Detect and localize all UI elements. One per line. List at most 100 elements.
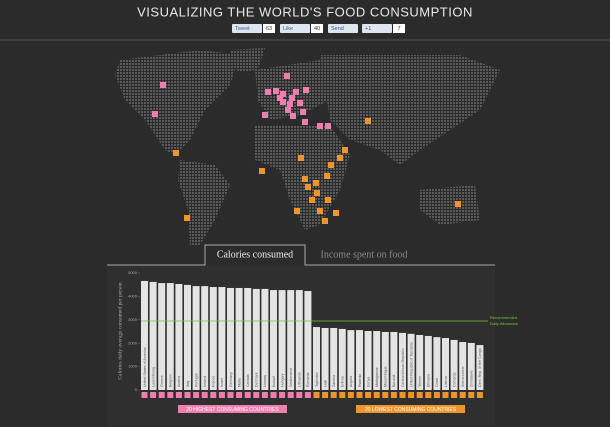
- map-marker: [328, 162, 334, 168]
- category-label: Liberia: [444, 376, 448, 387]
- rank-marker: [141, 392, 148, 398]
- share-count: 7: [397, 26, 400, 32]
- category-label: Zambia: [332, 375, 336, 387]
- rank-marker: [227, 392, 234, 398]
- rank-marker: [425, 392, 432, 398]
- rank-marker: [313, 392, 320, 398]
- rank-marker: [201, 392, 208, 398]
- category-label: Tajikistan: [315, 372, 319, 387]
- category-label: Ethiopia: [427, 374, 431, 387]
- rank-marker: [253, 392, 260, 398]
- category-label: Kuwait: [272, 376, 276, 387]
- map-marker: [259, 168, 265, 174]
- map-marker: [365, 118, 371, 124]
- rank-marker: [322, 392, 329, 398]
- bar: [313, 327, 320, 390]
- tab-active[interactable]: Calories consumed: [217, 249, 293, 260]
- category-label: Burundi: [392, 374, 396, 387]
- category-label: Italy: [186, 380, 190, 387]
- y-tick-label: 3000: [128, 317, 138, 322]
- rank-marker: [416, 392, 423, 398]
- bar: [235, 287, 243, 390]
- tabs: Calories consumed Income spent on food: [107, 244, 495, 266]
- map-marker: [317, 123, 323, 129]
- rank-marker: [193, 392, 200, 398]
- map-marker: [325, 197, 331, 203]
- category-label: Germany: [229, 372, 233, 387]
- share-button[interactable]: [280, 24, 310, 33]
- category-label: Lithuania: [298, 372, 302, 387]
- rank-marker: [408, 392, 415, 398]
- bar: [278, 290, 286, 390]
- category-label: Luxembourg: [151, 367, 155, 387]
- category-label: Comoros: [452, 372, 456, 387]
- map-marker: [324, 173, 330, 179]
- rank-marker: [244, 392, 251, 398]
- tab-border: [107, 244, 495, 266]
- y-tick-label: 2000: [128, 340, 138, 345]
- bar: [476, 345, 484, 390]
- share-button-label: Tweet: [235, 26, 250, 32]
- tab[interactable]: Income spent on food: [321, 249, 408, 260]
- share-button-label: Send: [331, 26, 344, 32]
- map-marker: [160, 82, 166, 88]
- map-marker: [273, 88, 279, 94]
- rank-marker: [373, 392, 380, 398]
- bar: [381, 331, 389, 390]
- y-axis-title: Calories daily average consumed per pers…: [117, 282, 123, 380]
- category-label: Zimbabwe: [470, 370, 474, 387]
- bar: [450, 339, 458, 390]
- reference-label: Daily Allowance: [490, 321, 519, 326]
- category-label: Kenya: [366, 377, 370, 387]
- map-marker: [322, 218, 328, 224]
- bar: [433, 337, 441, 390]
- rank-marker: [382, 392, 389, 398]
- bar: [424, 335, 432, 390]
- reference-label: Recommended: [490, 315, 517, 320]
- map-marker: [297, 100, 303, 106]
- world-map: [115, 48, 500, 245]
- map-marker: [455, 201, 461, 207]
- rank-marker: [330, 392, 337, 398]
- rank-marker: [296, 392, 303, 398]
- category-label: Mozambique: [384, 366, 388, 387]
- map-marker: [305, 184, 311, 190]
- map-marker: [325, 123, 331, 129]
- rank-marker: [236, 392, 243, 398]
- share-button-label: Like: [283, 26, 293, 32]
- bar: [218, 287, 226, 390]
- y-tick-label: 0: [135, 387, 138, 392]
- bar: [261, 288, 269, 390]
- category-label: Sierra Leone: [461, 366, 465, 387]
- category-label: Rwanda: [358, 374, 362, 387]
- map-marker: [302, 119, 308, 125]
- rank-marker: [399, 392, 406, 398]
- bar: [201, 286, 209, 390]
- category-label: Canada: [246, 374, 250, 387]
- rank-marker: [339, 392, 346, 398]
- share-button[interactable]: [232, 24, 262, 33]
- map-marker: [309, 197, 315, 203]
- rank-marker: [261, 392, 268, 398]
- legend-label: 20 LOWEST CONSUMING COUNTRIES: [365, 407, 457, 413]
- map-marker: [298, 155, 304, 161]
- map-marker: [262, 112, 268, 118]
- share-button[interactable]: [362, 24, 392, 33]
- share-count-box: [393, 24, 405, 33]
- category-label: Chad: [435, 378, 439, 387]
- category-label: Romania: [306, 373, 310, 387]
- legend-swatch: [178, 405, 287, 413]
- map-marker: [302, 176, 308, 182]
- share-button[interactable]: [328, 24, 358, 33]
- category-label: Malta: [237, 378, 241, 387]
- category-label: Denmark: [255, 372, 259, 387]
- category-label: Portugal: [194, 373, 198, 387]
- bar: [399, 332, 406, 390]
- map-marker: [184, 215, 190, 221]
- share-button-label: +1: [365, 26, 371, 32]
- map-marker: [337, 155, 343, 161]
- bar: [295, 290, 303, 390]
- share-count: 63: [266, 26, 272, 32]
- map-marker: [300, 109, 306, 115]
